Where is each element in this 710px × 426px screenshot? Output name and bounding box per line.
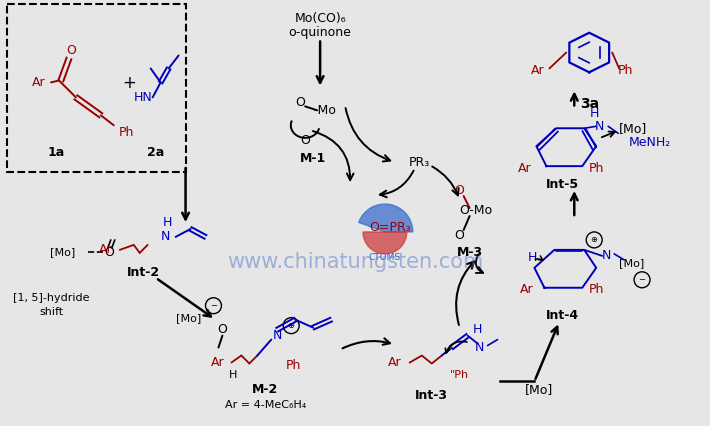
Wedge shape <box>359 204 413 232</box>
Text: CTOMS: CTOMS <box>368 253 401 262</box>
Text: [Mo]: [Mo] <box>525 383 554 396</box>
Text: Int-4: Int-4 <box>546 309 579 322</box>
Text: O: O <box>454 184 464 196</box>
Text: Mo(CO)₆: Mo(CO)₆ <box>295 12 346 25</box>
Text: M-2: M-2 <box>252 383 278 396</box>
Text: o-quinone: o-quinone <box>289 26 351 39</box>
Text: Ar: Ar <box>530 64 545 77</box>
Text: N: N <box>475 341 484 354</box>
Text: H: H <box>229 371 238 380</box>
Text: N: N <box>161 230 170 243</box>
Text: −: − <box>210 301 217 310</box>
Text: N: N <box>594 120 604 133</box>
Text: MeNH₂: MeNH₂ <box>629 136 672 149</box>
Text: HN: HN <box>133 91 152 104</box>
Text: Ar: Ar <box>518 161 531 175</box>
Text: O-Mo: O-Mo <box>459 204 492 216</box>
Text: Ph: Ph <box>589 161 604 175</box>
Text: −: − <box>638 275 645 284</box>
Text: N: N <box>273 329 282 342</box>
Text: [1, 5]-hydride: [1, 5]-hydride <box>13 293 89 303</box>
Text: ⊕: ⊕ <box>591 236 598 245</box>
Text: 3a: 3a <box>579 98 599 111</box>
Text: O: O <box>454 230 464 242</box>
Text: Ph: Ph <box>119 126 134 139</box>
Text: 1a: 1a <box>48 146 65 159</box>
Text: O: O <box>295 96 305 109</box>
Text: M-3: M-3 <box>457 246 483 259</box>
Text: "Ph: "Ph <box>450 371 469 380</box>
Text: O=PR₃: O=PR₃ <box>369 222 411 234</box>
Text: Ar: Ar <box>211 356 224 369</box>
Text: N: N <box>601 249 611 262</box>
Text: O: O <box>104 246 114 259</box>
Text: Ar: Ar <box>99 243 113 256</box>
Text: Ar: Ar <box>32 76 46 89</box>
Text: Ar = 4-MeC₆H₄: Ar = 4-MeC₆H₄ <box>224 400 306 410</box>
Text: Ph: Ph <box>618 64 633 77</box>
Text: www.chinatungsten.com: www.chinatungsten.com <box>227 252 483 272</box>
Text: Ph: Ph <box>589 283 604 296</box>
Text: [Mo]: [Mo] <box>619 122 648 135</box>
Text: H: H <box>589 107 599 120</box>
Text: [Mo]: [Mo] <box>50 247 75 257</box>
Text: +: + <box>122 75 136 92</box>
Text: Int-5: Int-5 <box>546 178 579 190</box>
Text: H: H <box>528 251 537 265</box>
Text: Int-3: Int-3 <box>415 389 448 402</box>
Text: 2a: 2a <box>147 146 164 159</box>
Text: [Mo]: [Mo] <box>176 313 201 322</box>
Text: H: H <box>473 323 482 336</box>
Text: -Mo: -Mo <box>314 104 337 117</box>
Text: O: O <box>217 323 227 336</box>
Text: O: O <box>300 134 310 147</box>
Text: Int-2: Int-2 <box>127 266 160 279</box>
Text: Ar: Ar <box>520 283 533 296</box>
Text: O: O <box>66 44 76 57</box>
Wedge shape <box>363 232 407 254</box>
Text: Ar: Ar <box>388 356 402 369</box>
Text: M-1: M-1 <box>300 152 327 165</box>
Text: H: H <box>163 216 173 230</box>
Text: [Mo]: [Mo] <box>619 258 645 268</box>
Text: Ph: Ph <box>285 359 301 372</box>
Text: PR₃: PR₃ <box>409 155 430 169</box>
Text: shift: shift <box>39 307 63 317</box>
Text: ⊕: ⊕ <box>288 321 295 330</box>
